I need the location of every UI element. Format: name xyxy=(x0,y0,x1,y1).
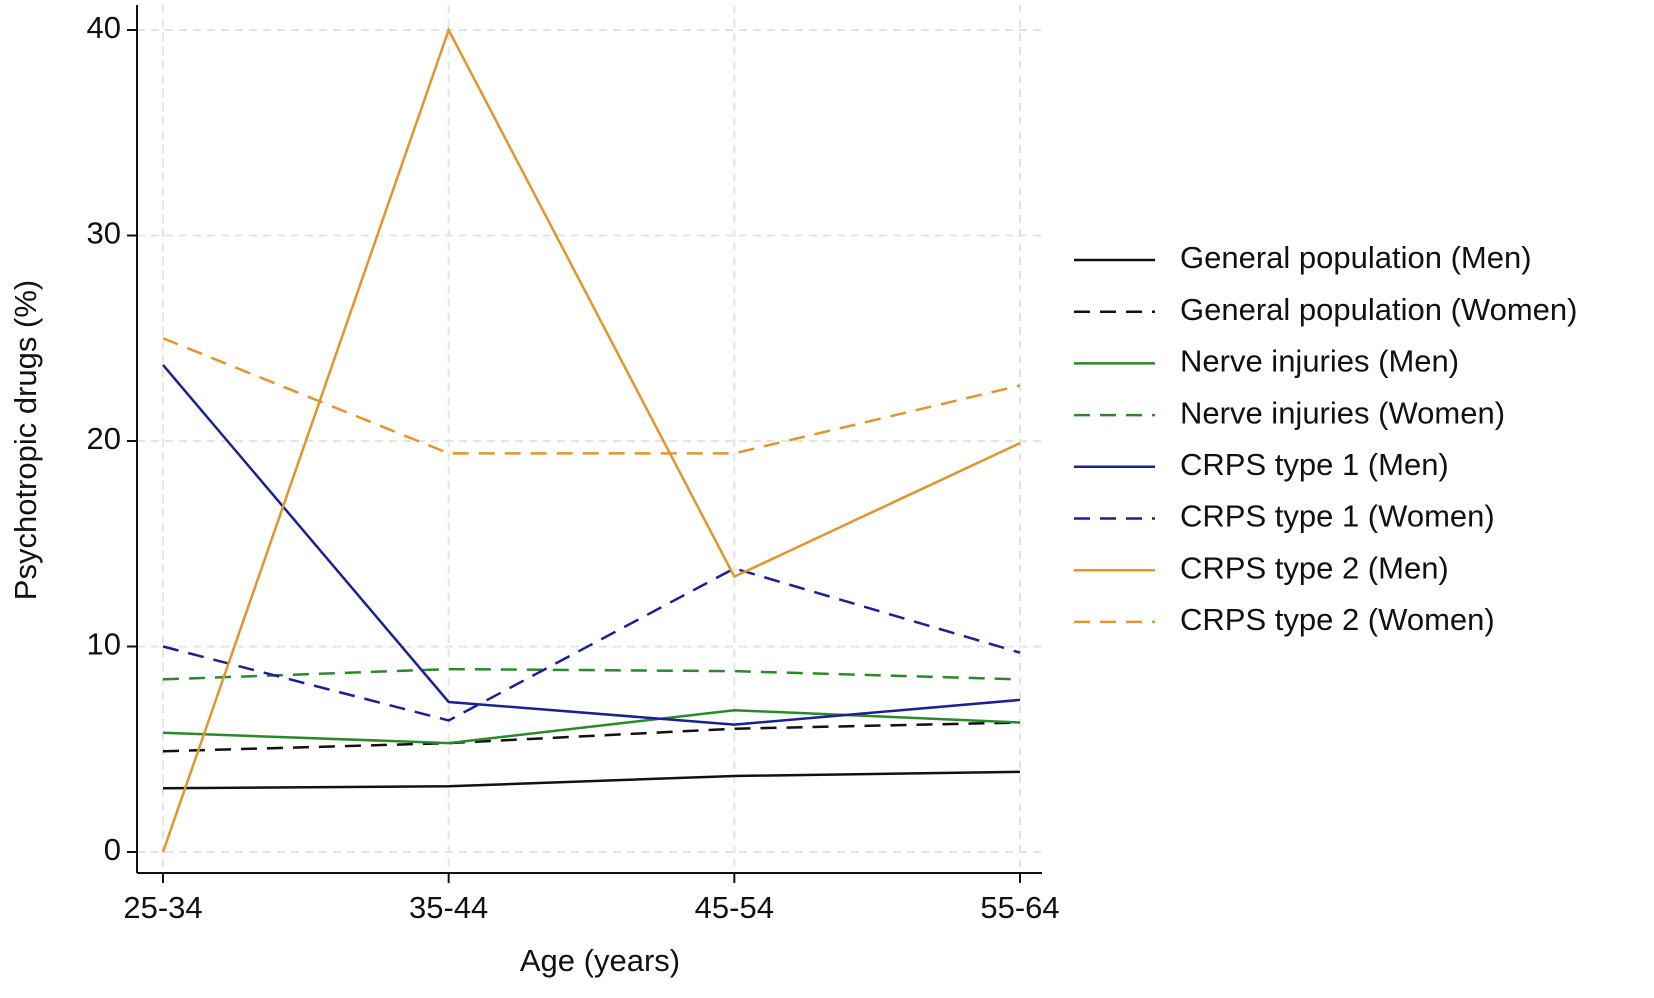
legend-label: CRPS type 2 (Women) xyxy=(1180,602,1495,637)
series-line xyxy=(162,770,1021,790)
x-tick-label: 45-54 xyxy=(695,890,774,925)
series-line xyxy=(162,721,1021,753)
series-line xyxy=(162,708,1021,745)
legend-label: General population (Men) xyxy=(1180,240,1532,275)
series-line xyxy=(162,337,1021,455)
y-tick-label: 10 xyxy=(87,627,121,662)
series-line xyxy=(162,667,1021,681)
y-tick-label: 40 xyxy=(87,10,121,45)
y-tick-label: 0 xyxy=(104,832,121,867)
y-axis-title: Psychotropic drugs (%) xyxy=(8,280,43,600)
legend-label: General population (Women) xyxy=(1180,292,1577,327)
x-tick-label: 55-64 xyxy=(980,890,1059,925)
legend-label: CRPS type 1 (Men) xyxy=(1180,447,1449,482)
legend-label: CRPS type 2 (Men) xyxy=(1180,550,1449,585)
y-tick-label: 20 xyxy=(87,421,121,456)
x-axis-title: Age (years) xyxy=(520,943,680,978)
legend-label: Nerve injuries (Men) xyxy=(1180,344,1459,379)
legend-label: Nerve injuries (Women) xyxy=(1180,395,1505,430)
x-tick-label: 25-34 xyxy=(123,890,202,925)
legend-label: CRPS type 1 (Women) xyxy=(1180,499,1495,534)
series-line xyxy=(162,567,1021,722)
series-line xyxy=(162,364,1021,726)
x-tick-label: 35-44 xyxy=(409,890,488,925)
series-line xyxy=(161,26,1021,853)
y-tick-label: 30 xyxy=(87,216,121,251)
